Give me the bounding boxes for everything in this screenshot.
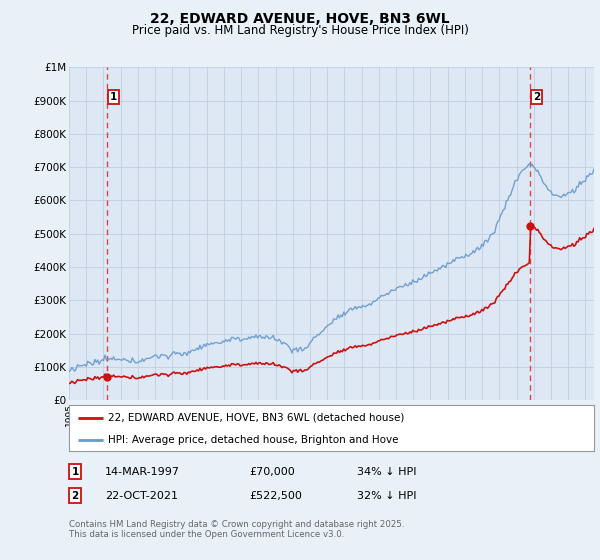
Text: 14-MAR-1997: 14-MAR-1997	[105, 466, 180, 477]
Text: 1: 1	[110, 92, 117, 102]
Text: 22, EDWARD AVENUE, HOVE, BN3 6WL (detached house): 22, EDWARD AVENUE, HOVE, BN3 6WL (detach…	[109, 413, 405, 423]
Text: 2: 2	[533, 92, 541, 102]
Text: £522,500: £522,500	[249, 491, 302, 501]
Text: 32% ↓ HPI: 32% ↓ HPI	[357, 491, 416, 501]
Text: HPI: Average price, detached house, Brighton and Hove: HPI: Average price, detached house, Brig…	[109, 435, 399, 445]
Text: Price paid vs. HM Land Registry's House Price Index (HPI): Price paid vs. HM Land Registry's House …	[131, 24, 469, 37]
Text: 2: 2	[71, 491, 79, 501]
Text: £70,000: £70,000	[249, 466, 295, 477]
Text: 1: 1	[71, 466, 79, 477]
Text: 34% ↓ HPI: 34% ↓ HPI	[357, 466, 416, 477]
Text: Contains HM Land Registry data © Crown copyright and database right 2025.
This d: Contains HM Land Registry data © Crown c…	[69, 520, 404, 539]
Text: 22, EDWARD AVENUE, HOVE, BN3 6WL: 22, EDWARD AVENUE, HOVE, BN3 6WL	[150, 12, 450, 26]
Text: 22-OCT-2021: 22-OCT-2021	[105, 491, 178, 501]
